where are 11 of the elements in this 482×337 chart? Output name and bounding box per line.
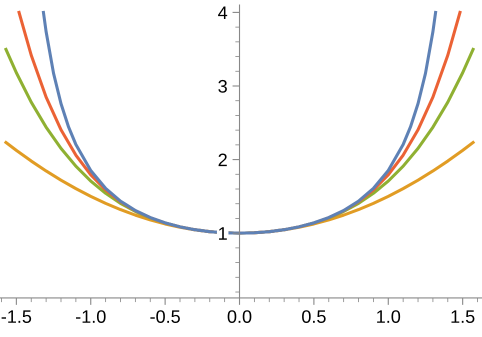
y-tick-label: 1 [219,227,227,240]
x-tick-label: 1.5 [451,310,474,323]
y-tick-label: 3 [218,80,227,93]
y-tick-label: 2 [218,154,227,166]
x-tick-label: 1.0 [377,310,400,323]
x-tick-label: -1.0 [76,310,106,323]
x-tick-label: -0.5 [150,310,180,323]
x-tick-label: -1.5 [2,310,32,323]
x-tick-label: 0.0 [228,310,252,323]
y-tick-label: 4 [218,6,228,19]
x-tick-label: 0.5 [302,310,326,323]
